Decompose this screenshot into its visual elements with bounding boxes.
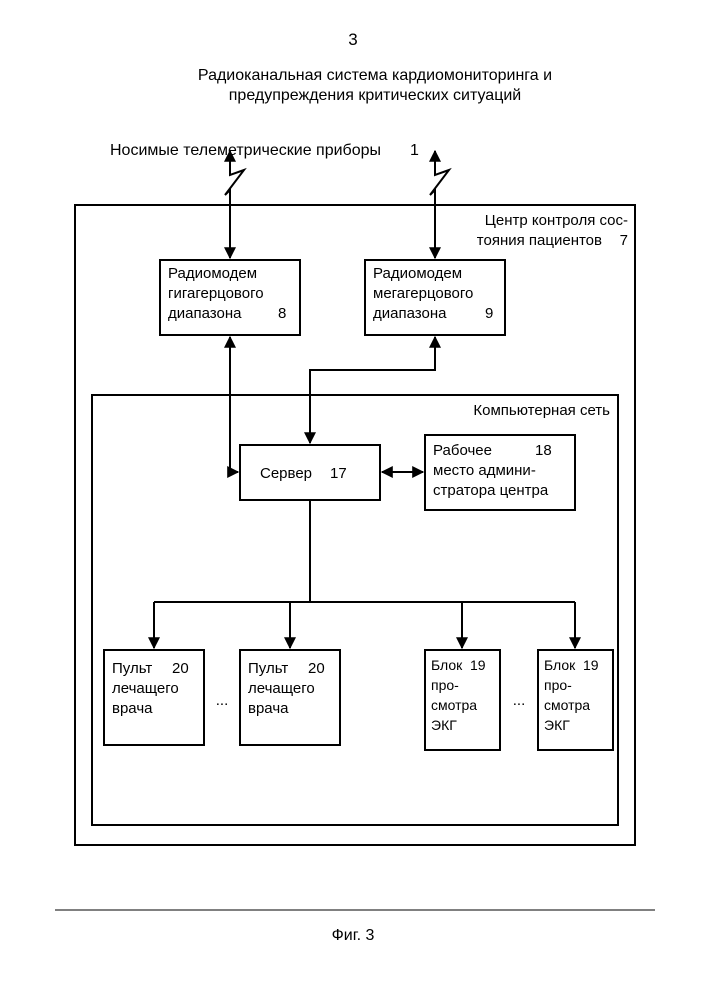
network-label: Компьютерная сеть [473, 402, 610, 419]
ellipsis-2: ... [513, 692, 526, 709]
ecg2-l3: смотра [544, 697, 590, 713]
diagram-canvas: 3 Радиоканальная система кардиомониторин… [0, 0, 707, 1000]
doctor1-l2: лечащего [112, 680, 179, 697]
modem-ghz-l3: диапазона [168, 305, 242, 322]
ecg1-l1: Блок [431, 657, 463, 673]
center-label-l2: тояния пациентов [477, 232, 602, 249]
ellipsis-1: ... [216, 692, 229, 709]
ecg1-num: 19 [470, 657, 486, 673]
title-line2: предупреждения критических ситуаций [229, 87, 521, 104]
bus [154, 500, 575, 648]
page-number: 3 [348, 30, 357, 49]
doctor2-l1: Пульт [248, 660, 288, 677]
ecg2-l4: ЭКГ [544, 717, 570, 733]
doctor1-l3: врача [112, 700, 153, 717]
ecg1-l2: про- [431, 677, 459, 693]
modem-ghz-num: 8 [278, 305, 286, 322]
modem-mhz-num: 9 [485, 305, 493, 322]
edge-mhz-server [310, 337, 435, 443]
doctor2-l3: врача [248, 700, 289, 717]
admin-l1: Рабочее [433, 442, 492, 459]
devices-label: Носимые телеметрические приборы [110, 142, 381, 159]
server-num: 17 [330, 465, 347, 482]
modem-ghz-l2: гигагерцового [168, 285, 264, 302]
ecg1-l3: смотра [431, 697, 477, 713]
edge-ghz-server [230, 337, 238, 472]
doctor1-num: 20 [172, 660, 189, 677]
modem-mhz-l2: мегагерцового [373, 285, 473, 302]
ecg1-l4: ЭКГ [431, 717, 457, 733]
modem-mhz-l1: Радиомодем [373, 265, 462, 282]
ecg2-l2: про- [544, 677, 572, 693]
admin-l2: место админи- [433, 462, 536, 479]
modem-mhz-l3: диапазона [373, 305, 447, 322]
admin-num: 18 [535, 442, 552, 459]
ecg2-l1: Блок [544, 657, 576, 673]
server-label: Сервер [260, 465, 312, 482]
doctor1-l1: Пульт [112, 660, 152, 677]
title-line1: Радиоканальная система кардиомониторинга… [198, 67, 552, 84]
modem-ghz-l1: Радиомодем [168, 265, 257, 282]
doctor2-num: 20 [308, 660, 325, 677]
devices-num: 1 [410, 142, 419, 159]
admin-l3: стратора центра [433, 482, 549, 499]
center-num: 7 [620, 232, 628, 249]
ecg2-num: 19 [583, 657, 599, 673]
center-label-l1: Центр контроля сос- [485, 212, 628, 229]
figure-caption: Фиг. 3 [332, 927, 375, 944]
doctor2-l2: лечащего [248, 680, 315, 697]
